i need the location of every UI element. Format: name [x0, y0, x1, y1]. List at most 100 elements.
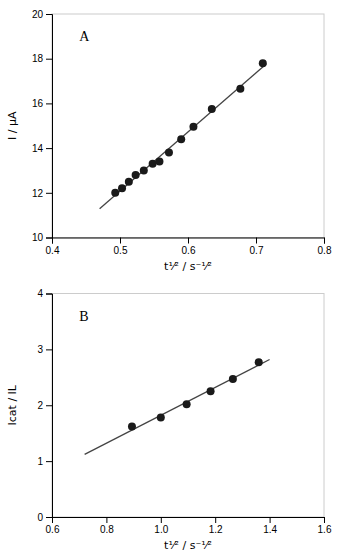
tick: 1.2: [209, 517, 223, 535]
tick-label: 0.6: [46, 524, 60, 535]
tick-mark: [46, 148, 52, 149]
tick-mark: [46, 517, 52, 518]
tick-label: 20: [32, 9, 44, 20]
tick-mark: [188, 238, 189, 244]
x-axis: 0.6 0.8 1.0 1.2 1.4 1.6: [46, 517, 332, 535]
tick-mark: [46, 405, 52, 406]
tick-mark: [270, 517, 271, 523]
tick-mark: [256, 238, 257, 244]
tick: 2: [37, 400, 52, 411]
y-axis: 10 12 14 16 18 20: [32, 9, 53, 244]
point: [165, 149, 173, 157]
tick-label: 18: [32, 53, 44, 64]
tick: 3: [37, 344, 52, 355]
point: [125, 178, 133, 186]
tick: 0.4: [46, 238, 60, 256]
tick-mark: [46, 349, 52, 350]
tick-label: 4: [37, 288, 43, 299]
tick-label: 0.8: [318, 245, 332, 256]
tick: 12: [32, 188, 52, 199]
panel-label: B: [79, 309, 88, 324]
tick: 0.8: [318, 238, 332, 256]
tick-label: 10: [32, 232, 44, 243]
tick-label: 0: [37, 512, 43, 523]
axis-line: [53, 238, 325, 244]
tick: 16: [32, 98, 52, 109]
point: [229, 375, 237, 383]
tick-label: 1: [37, 456, 43, 467]
point: [111, 189, 119, 197]
point: [183, 400, 191, 408]
point: [259, 59, 267, 67]
plot-frame: [52, 14, 324, 238]
tick-label: 0.5: [114, 245, 128, 256]
panel-label: A: [79, 29, 90, 44]
axis-line: [46, 294, 53, 518]
tick: 0.7: [250, 238, 264, 256]
tick-mark: [46, 461, 52, 462]
marks: [85, 358, 270, 454]
y-axis-title: I / μA: [6, 111, 19, 140]
point: [132, 171, 140, 179]
tick-label: 0.6: [182, 245, 196, 256]
tick: 0.8: [100, 517, 114, 535]
figure: 0.40.50.60.70.8101214161820t¹⁄² / s⁻¹⁄²I…: [0, 0, 340, 559]
tick: 0.5: [114, 238, 128, 256]
plot-frame: [52, 294, 324, 518]
tick: 1: [37, 456, 52, 467]
tick-mark: [215, 517, 216, 523]
tick-mark: [324, 238, 325, 244]
point: [236, 85, 244, 93]
panel: 0.4 0.5 0.6 0.7 0.8 10 12 14 16 18 20 t¹⁄² / s⁻¹⁄² I…: [6, 9, 332, 273]
tick-label: 0.8: [100, 524, 114, 535]
point: [207, 387, 215, 395]
tick: 10: [32, 232, 52, 243]
x-axis: 0.4 0.5 0.6 0.7 0.8: [46, 238, 332, 256]
tick-label: 1.4: [263, 524, 277, 535]
tick: 20: [32, 9, 52, 20]
tick-mark: [161, 517, 162, 523]
point: [118, 184, 126, 192]
point: [208, 105, 216, 113]
tick-mark: [46, 238, 52, 239]
axis-line: [53, 518, 325, 524]
point: [149, 160, 157, 168]
tick-label: 16: [32, 98, 44, 109]
tick-label: 1.0: [154, 524, 168, 535]
tick-mark: [324, 517, 325, 523]
point: [140, 166, 148, 174]
tick: 4: [37, 288, 52, 299]
tick-mark: [46, 193, 52, 194]
point: [255, 358, 263, 366]
fit-line: [85, 359, 270, 454]
tick: 0.6: [182, 238, 196, 256]
tick-mark: [46, 294, 52, 295]
tick-mark: [46, 14, 52, 15]
x-axis-title: t¹⁄² / s⁻¹⁄²: [164, 260, 212, 273]
tick-label: 0.4: [46, 245, 60, 256]
point: [155, 158, 163, 166]
panel: 0.60.81.01.21.41.601234t¹⁄² / s⁻¹⁄²Icat …: [6, 288, 332, 552]
axis-line: [46, 15, 53, 239]
tick-label: 2: [37, 400, 43, 411]
tick: 1.4: [263, 517, 277, 535]
y-axis-title: Icat / IL: [6, 384, 19, 425]
tick: 14: [32, 143, 52, 154]
tick-label: 0.7: [250, 245, 264, 256]
tick: 0.6: [46, 517, 60, 535]
point: [157, 414, 165, 422]
point: [128, 422, 136, 430]
tick-label: 12: [32, 188, 44, 199]
tick: 1.0: [154, 517, 168, 535]
tick-label: 14: [32, 143, 44, 154]
fit-line: [100, 64, 267, 209]
y-axis: 0 1 2 3 4: [37, 288, 52, 523]
tick-mark: [46, 59, 52, 60]
tick: 0: [37, 512, 52, 523]
marks: [100, 59, 267, 209]
tick: 1.6: [318, 517, 332, 535]
tick: 18: [32, 53, 52, 64]
tick-mark: [120, 238, 121, 244]
point: [189, 123, 197, 131]
tick-label: 1.6: [318, 524, 332, 535]
